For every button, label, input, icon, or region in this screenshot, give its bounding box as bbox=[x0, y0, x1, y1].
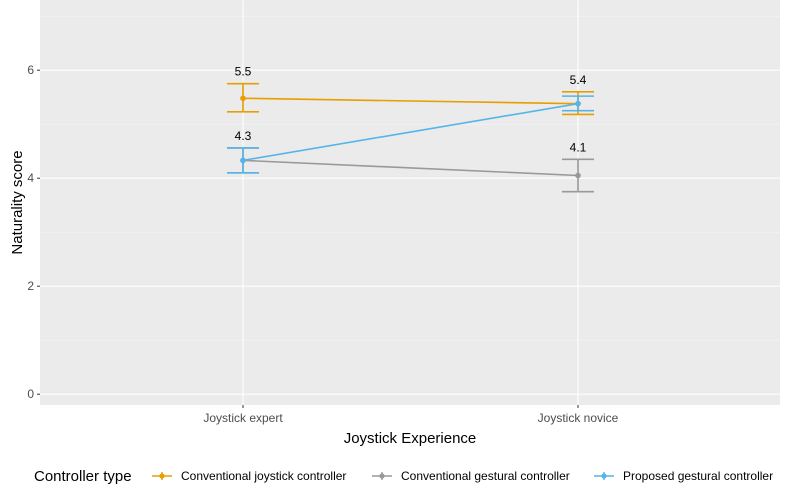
series-line bbox=[242, 102, 579, 162]
legend-key-point bbox=[601, 473, 607, 479]
panel-background bbox=[40, 0, 780, 405]
legend-title: Controller type bbox=[34, 468, 132, 485]
legend-label: Conventional gestural controller bbox=[401, 469, 570, 483]
x-axis-title: Joystick Experience bbox=[344, 430, 477, 447]
x-axis-ticks: Joystick expert Joystick novice bbox=[203, 405, 619, 425]
y-tick-label: 4 bbox=[27, 171, 34, 185]
data-point bbox=[240, 157, 246, 164]
data-label: 5.5 bbox=[235, 65, 252, 79]
series-proposed-gestural-controller bbox=[227, 95, 594, 174]
x-tick-label: Joystick novice bbox=[538, 411, 619, 425]
legend-key-point bbox=[379, 473, 385, 479]
grid-minor bbox=[40, 15, 780, 341]
data-label: 4.3 bbox=[235, 129, 252, 143]
series-layer bbox=[227, 82, 594, 193]
data-point bbox=[240, 95, 246, 102]
data-point bbox=[575, 172, 581, 179]
legend-item: Proposed gestural controller bbox=[594, 469, 773, 483]
legend-key-point bbox=[159, 473, 165, 479]
data-label: 4.1 bbox=[570, 140, 587, 154]
grid-major bbox=[40, 0, 780, 405]
legend-item: Conventional joystick controller bbox=[152, 469, 346, 483]
legend-item: Conventional gestural controller bbox=[372, 469, 570, 483]
data-labels: 5.5 4.3 5.4 4.1 bbox=[235, 65, 587, 155]
y-tick-label: 0 bbox=[27, 387, 34, 401]
series-line bbox=[242, 159, 579, 177]
data-label: 5.4 bbox=[570, 73, 587, 87]
legend-label: Conventional joystick controller bbox=[181, 469, 346, 483]
y-axis-ticks: 0 2 4 6 bbox=[27, 63, 40, 401]
x-tick-label: Joystick expert bbox=[203, 411, 283, 425]
y-tick-label: 2 bbox=[27, 279, 34, 293]
legend: Controller type Conventional joystick co… bbox=[34, 468, 773, 485]
series-line bbox=[242, 97, 579, 105]
legend-label: Proposed gestural controller bbox=[623, 469, 773, 483]
data-point bbox=[575, 100, 581, 107]
y-axis-title: Naturality score bbox=[9, 150, 26, 254]
y-tick-label: 6 bbox=[27, 63, 34, 77]
